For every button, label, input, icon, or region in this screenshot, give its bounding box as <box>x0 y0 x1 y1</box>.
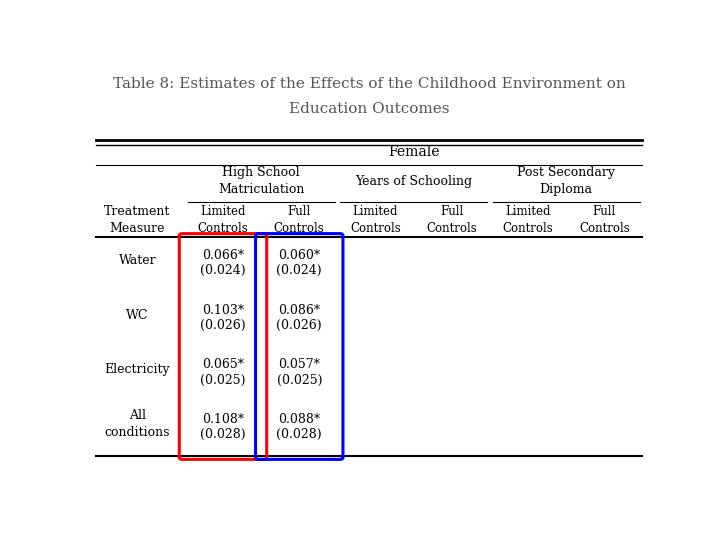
Text: 0.088*: 0.088* <box>278 413 320 426</box>
Text: High School
Matriculation: High School Matriculation <box>218 166 305 196</box>
Text: Full
Controls: Full Controls <box>579 205 630 235</box>
Text: (0.026): (0.026) <box>276 319 322 332</box>
Text: Female: Female <box>388 145 439 159</box>
Text: Post Secondary
Diploma: Post Secondary Diploma <box>517 166 615 196</box>
Text: Treatment
Measure: Treatment Measure <box>104 205 171 235</box>
Text: (0.028): (0.028) <box>276 428 322 441</box>
Text: 0.086*: 0.086* <box>278 303 320 316</box>
Text: Electricity: Electricity <box>104 363 170 376</box>
Text: 0.057*: 0.057* <box>279 358 320 371</box>
Text: Limited
Controls: Limited Controls <box>350 205 401 235</box>
Text: 0.108*: 0.108* <box>202 413 244 426</box>
Text: WC: WC <box>126 308 149 321</box>
Text: Water: Water <box>119 254 156 267</box>
Text: 0.103*: 0.103* <box>202 303 244 316</box>
Text: (0.024): (0.024) <box>276 265 322 278</box>
Text: Table 8: Estimates of the Effects of the Childhood Environment on: Table 8: Estimates of the Effects of the… <box>112 77 626 91</box>
Text: Education Outcomes: Education Outcomes <box>289 102 449 116</box>
Text: Full
Controls: Full Controls <box>426 205 477 235</box>
Text: Limited
Controls: Limited Controls <box>503 205 554 235</box>
Text: All
conditions: All conditions <box>104 409 170 439</box>
Text: (0.024): (0.024) <box>200 265 246 278</box>
Text: 0.060*: 0.060* <box>278 249 320 262</box>
Text: (0.026): (0.026) <box>200 319 246 332</box>
Text: 0.066*: 0.066* <box>202 249 244 262</box>
Text: (0.025): (0.025) <box>276 374 322 387</box>
Text: Years of Schooling: Years of Schooling <box>355 175 472 188</box>
Text: (0.028): (0.028) <box>200 428 246 441</box>
Text: Limited
Controls: Limited Controls <box>197 205 248 235</box>
Text: 0.065*: 0.065* <box>202 358 244 371</box>
Text: Full
Controls: Full Controls <box>274 205 325 235</box>
Text: (0.025): (0.025) <box>200 374 246 387</box>
